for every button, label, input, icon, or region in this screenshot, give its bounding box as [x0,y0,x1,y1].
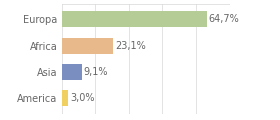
Bar [62,90,68,106]
Bar [62,12,207,27]
Text: 3,0%: 3,0% [70,93,95,103]
Text: 23,1%: 23,1% [115,41,146,51]
Text: 9,1%: 9,1% [84,67,108,77]
Bar [62,64,82,80]
Bar [62,38,113,54]
Text: 64,7%: 64,7% [208,14,239,24]
